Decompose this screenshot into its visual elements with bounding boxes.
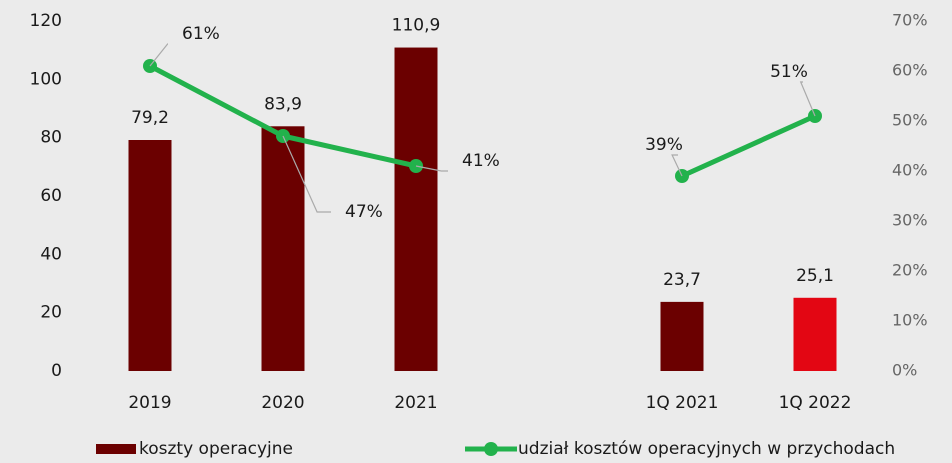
data-label: 110,9 xyxy=(392,16,441,36)
leader-line xyxy=(799,81,816,117)
bar xyxy=(261,126,305,372)
y-tick-label: 60 xyxy=(40,186,62,206)
leader-line xyxy=(149,43,169,67)
x-tick-label: 1Q 2022 xyxy=(779,393,852,413)
data-label: 39% xyxy=(645,135,683,155)
legend-label: koszty operacyjne xyxy=(139,439,293,459)
data-label: 23,7 xyxy=(663,270,701,290)
bar xyxy=(394,47,438,372)
y-tick-label: 100 xyxy=(30,69,62,89)
x-tick-label: 1Q 2021 xyxy=(646,393,719,413)
legend-swatch xyxy=(484,442,498,456)
y-tick-label: 20 xyxy=(40,303,62,323)
data-label: 61% xyxy=(182,24,220,44)
legend-label: udział kosztów operacyjnych w przychodac… xyxy=(518,439,895,459)
data-label: 47% xyxy=(345,202,383,222)
bar xyxy=(128,140,172,371)
leader-line xyxy=(415,165,448,172)
y2-tick-label: 10% xyxy=(892,311,928,330)
leader-line xyxy=(282,135,331,213)
y2-tick-label: 40% xyxy=(892,161,928,180)
y2-tick-label: 60% xyxy=(892,61,928,80)
leader-line xyxy=(671,154,683,177)
y2-tick-label: 0% xyxy=(892,361,917,380)
legend-swatch xyxy=(96,444,136,454)
data-label: 41% xyxy=(462,151,500,171)
y2-tick-label: 20% xyxy=(892,261,928,280)
bar xyxy=(793,297,837,371)
data-label: 83,9 xyxy=(264,94,302,114)
y2-tick-label: 70% xyxy=(892,11,928,30)
data-label: 51% xyxy=(770,62,808,82)
x-tick-label: 2019 xyxy=(128,393,171,413)
x-tick-label: 2021 xyxy=(394,393,437,413)
data-label: 79,2 xyxy=(131,108,169,128)
y-tick-label: 40 xyxy=(40,244,62,264)
y2-tick-label: 50% xyxy=(892,111,928,130)
bar xyxy=(660,301,704,371)
y-tick-label: 120 xyxy=(30,11,62,31)
y-tick-label: 80 xyxy=(40,128,62,148)
data-label: 25,1 xyxy=(796,266,834,286)
y2-tick-label: 30% xyxy=(892,211,928,230)
x-tick-label: 2020 xyxy=(261,393,304,413)
y-tick-label: 0 xyxy=(51,361,62,381)
